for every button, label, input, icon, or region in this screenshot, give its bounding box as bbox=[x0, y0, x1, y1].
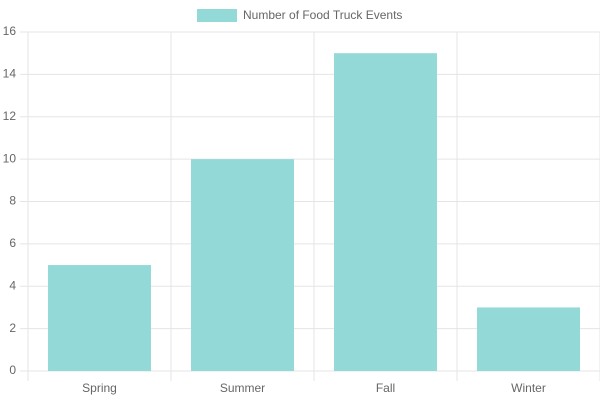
y-tick-label: 6 bbox=[9, 236, 16, 250]
y-tick-label: 16 bbox=[3, 24, 17, 38]
y-tick-label: 8 bbox=[9, 194, 16, 208]
bar bbox=[191, 159, 294, 371]
x-tick-label: Spring bbox=[82, 381, 117, 395]
bar bbox=[48, 265, 151, 371]
x-tick-label: Fall bbox=[376, 381, 395, 395]
bar bbox=[477, 307, 580, 371]
y-tick-label: 4 bbox=[9, 278, 16, 292]
bar bbox=[334, 53, 437, 371]
y-tick-label: 0 bbox=[9, 363, 16, 377]
legend-swatch bbox=[197, 9, 237, 22]
y-tick-label: 10 bbox=[3, 151, 17, 165]
y-tick-label: 2 bbox=[9, 321, 16, 335]
legend-label: Number of Food Truck Events bbox=[243, 8, 402, 22]
y-tick-label: 14 bbox=[3, 67, 17, 81]
x-tick-label: Winter bbox=[511, 381, 546, 395]
y-tick-label: 12 bbox=[3, 109, 17, 123]
x-tick-label: Summer bbox=[220, 381, 265, 395]
